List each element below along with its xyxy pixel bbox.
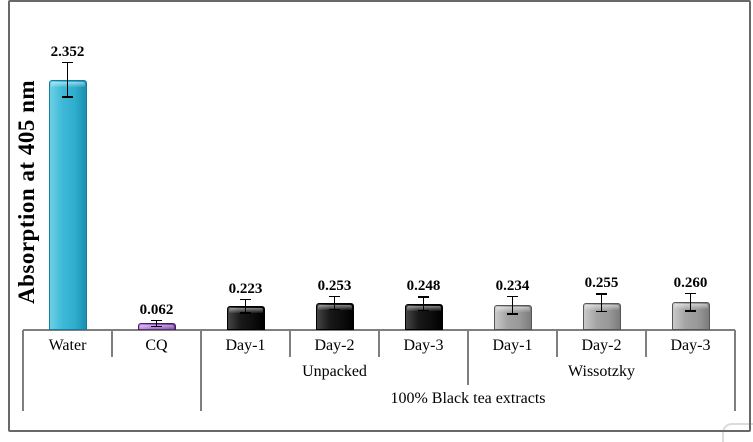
category-label: Day-3 [670, 337, 711, 354]
error-bar-top-cap [685, 292, 696, 295]
category-tick [200, 330, 202, 411]
category-tick [467, 330, 469, 385]
category-label: Day-3 [403, 337, 444, 354]
value-label: 0.255 [584, 275, 619, 292]
error-bar-line [600, 294, 603, 312]
value-label: 0.248 [406, 278, 441, 295]
category-label: Day-2 [314, 337, 355, 354]
error-bar-line [66, 62, 69, 97]
category-tick [378, 330, 380, 357]
category-label: Water [48, 337, 87, 354]
value-label: 0.253 [317, 277, 352, 294]
error-bar-top-cap [418, 296, 429, 298]
error-bar-top-cap [507, 295, 518, 298]
category-tick [734, 330, 736, 411]
category-tick [556, 330, 558, 357]
category-tick [22, 330, 24, 411]
error-bar-bottom-cap [62, 96, 73, 98]
rounded-corner-artifact [722, 423, 753, 442]
value-label: 0.234 [495, 277, 530, 294]
error-bar-line [244, 299, 247, 313]
chart-outer-border [8, 0, 751, 432]
bar [48, 79, 87, 330]
value-label: 0.062 [139, 301, 174, 318]
category-label: Day-2 [581, 337, 622, 354]
super-group-label: 100% Black tea extracts [390, 390, 546, 407]
error-bar-bottom-cap [151, 325, 162, 328]
category-tick [111, 330, 113, 357]
error-bar-bottom-cap [329, 308, 340, 311]
group-label-unpacked: Unpacked [302, 363, 367, 380]
error-bar-line [422, 297, 425, 310]
error-bar-line [155, 320, 158, 327]
group-label-wissotzky: Wissotzky [568, 363, 635, 380]
category-label: Day-1 [225, 337, 266, 354]
category-tick [289, 330, 291, 357]
category-label: CQ [145, 337, 168, 354]
value-label: 0.223 [228, 280, 263, 297]
error-bar-line [333, 296, 336, 310]
value-label: 2.352 [50, 43, 85, 60]
error-bar-top-cap [62, 61, 73, 64]
value-label: 0.260 [673, 274, 708, 291]
category-label: Day-1 [492, 337, 533, 354]
error-bar-bottom-cap [596, 310, 607, 313]
category-tick [645, 330, 647, 357]
error-bar-line [689, 293, 692, 311]
error-bar-top-cap [240, 298, 251, 301]
y-axis-label: Absorption at 405 nm [14, 79, 39, 305]
error-bar-bottom-cap [418, 309, 429, 311]
error-bar-top-cap [151, 319, 162, 322]
error-bar-top-cap [596, 293, 607, 295]
error-bar-bottom-cap [507, 313, 518, 315]
error-bar-bottom-cap [240, 312, 251, 314]
error-bar-top-cap [329, 295, 340, 298]
error-bar-bottom-cap [685, 310, 696, 312]
error-bar-line [511, 296, 514, 314]
